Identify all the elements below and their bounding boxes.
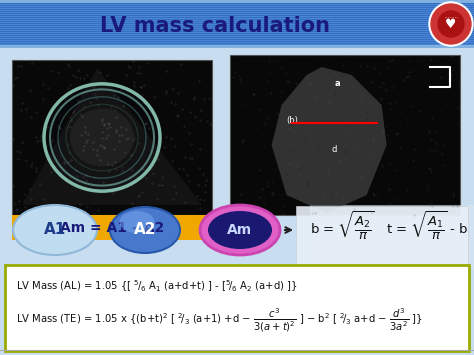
FancyBboxPatch shape xyxy=(12,215,212,240)
Text: A2: A2 xyxy=(134,223,156,237)
Polygon shape xyxy=(22,68,202,205)
FancyBboxPatch shape xyxy=(0,0,474,1)
Ellipse shape xyxy=(208,211,272,249)
Text: a: a xyxy=(335,78,340,87)
FancyBboxPatch shape xyxy=(5,265,469,351)
Text: Am: Am xyxy=(228,223,253,237)
FancyBboxPatch shape xyxy=(0,47,474,48)
FancyBboxPatch shape xyxy=(0,40,474,41)
Circle shape xyxy=(431,4,471,44)
FancyBboxPatch shape xyxy=(0,32,474,33)
FancyBboxPatch shape xyxy=(0,3,474,4)
FancyBboxPatch shape xyxy=(0,18,474,19)
FancyBboxPatch shape xyxy=(0,12,474,13)
FancyBboxPatch shape xyxy=(12,60,212,215)
Text: ········: ········ xyxy=(444,16,458,21)
FancyBboxPatch shape xyxy=(0,4,474,5)
FancyBboxPatch shape xyxy=(0,37,474,38)
FancyBboxPatch shape xyxy=(0,42,474,43)
Polygon shape xyxy=(272,67,387,213)
FancyBboxPatch shape xyxy=(230,55,460,215)
FancyBboxPatch shape xyxy=(0,30,474,31)
FancyBboxPatch shape xyxy=(0,43,474,44)
Text: t = $\sqrt{\dfrac{A_1}{\pi}}$ - b: t = $\sqrt{\dfrac{A_1}{\pi}}$ - b xyxy=(386,210,469,242)
FancyBboxPatch shape xyxy=(0,9,474,10)
Text: d: d xyxy=(332,146,337,154)
FancyBboxPatch shape xyxy=(0,15,474,16)
FancyBboxPatch shape xyxy=(0,10,474,11)
FancyBboxPatch shape xyxy=(0,44,474,45)
FancyBboxPatch shape xyxy=(0,27,474,28)
Ellipse shape xyxy=(110,207,180,253)
FancyBboxPatch shape xyxy=(0,23,474,24)
FancyBboxPatch shape xyxy=(0,19,474,20)
FancyBboxPatch shape xyxy=(0,14,474,15)
Circle shape xyxy=(438,11,464,37)
Ellipse shape xyxy=(70,109,134,166)
FancyBboxPatch shape xyxy=(0,17,474,18)
Text: (b): (b) xyxy=(287,115,299,125)
FancyBboxPatch shape xyxy=(0,5,474,6)
FancyBboxPatch shape xyxy=(0,26,474,27)
FancyBboxPatch shape xyxy=(0,46,474,47)
FancyBboxPatch shape xyxy=(0,13,474,14)
FancyBboxPatch shape xyxy=(0,38,474,39)
FancyBboxPatch shape xyxy=(0,11,474,12)
FancyBboxPatch shape xyxy=(0,7,474,8)
FancyBboxPatch shape xyxy=(0,33,474,34)
FancyBboxPatch shape xyxy=(0,34,474,35)
FancyBboxPatch shape xyxy=(0,48,474,355)
Ellipse shape xyxy=(119,211,155,233)
FancyBboxPatch shape xyxy=(0,45,474,48)
FancyBboxPatch shape xyxy=(0,22,474,23)
FancyBboxPatch shape xyxy=(0,41,474,42)
FancyBboxPatch shape xyxy=(0,20,474,21)
FancyBboxPatch shape xyxy=(310,205,474,270)
Text: ♥: ♥ xyxy=(446,17,456,31)
FancyBboxPatch shape xyxy=(0,8,474,9)
Text: b = $\sqrt{\dfrac{A_2}{\pi}}$: b = $\sqrt{\dfrac{A_2}{\pi}}$ xyxy=(310,210,375,242)
FancyBboxPatch shape xyxy=(0,45,474,46)
FancyBboxPatch shape xyxy=(0,21,474,22)
FancyBboxPatch shape xyxy=(0,6,474,7)
FancyBboxPatch shape xyxy=(0,36,474,37)
FancyBboxPatch shape xyxy=(0,1,474,2)
Text: LV mass calculation: LV mass calculation xyxy=(100,16,330,36)
FancyBboxPatch shape xyxy=(0,39,474,40)
FancyBboxPatch shape xyxy=(0,29,474,30)
Text: LV Mass (TE) = 1.05 x {(b+t)$^2$ [ $^2\!/_3$ (a+1) +d $-$ $\dfrac{c^3}{3(a+t)^2}: LV Mass (TE) = 1.05 x {(b+t)$^2$ [ $^2\!… xyxy=(16,306,423,334)
Circle shape xyxy=(429,2,473,46)
FancyBboxPatch shape xyxy=(0,25,474,26)
FancyBboxPatch shape xyxy=(0,16,474,17)
Text: Am = A1 – A2: Am = A1 – A2 xyxy=(60,220,164,235)
Ellipse shape xyxy=(13,205,97,255)
Text: LV Mass (AL) = 1.05 {[ $^5\!/_6$ A$_1$ (a+d+t) ] - [$^5\!/_6$ A$_2$ (a+d) ]}: LV Mass (AL) = 1.05 {[ $^5\!/_6$ A$_1$ (… xyxy=(16,278,298,294)
FancyBboxPatch shape xyxy=(0,31,474,32)
FancyBboxPatch shape xyxy=(0,24,474,25)
FancyBboxPatch shape xyxy=(0,28,474,29)
FancyBboxPatch shape xyxy=(0,35,474,36)
Text: A1: A1 xyxy=(44,223,66,237)
FancyBboxPatch shape xyxy=(0,2,474,3)
Ellipse shape xyxy=(200,205,280,255)
FancyBboxPatch shape xyxy=(0,0,474,3)
FancyBboxPatch shape xyxy=(296,206,468,265)
